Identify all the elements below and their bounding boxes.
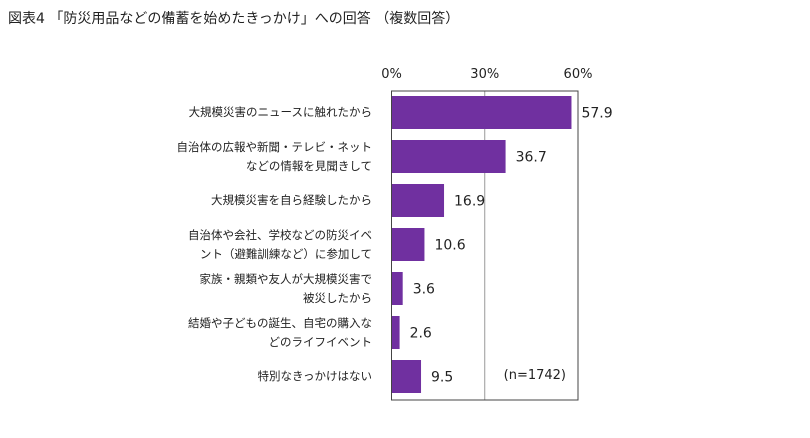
chart-title: 図表4 「防災用品などの備蓄を始めたきっかけ」への回答 （複数回答） <box>8 11 460 27</box>
category-label: 家族・親類や友人が大規模災害で 被災したから <box>199 271 373 305</box>
bar <box>391 316 400 349</box>
data-label: 16.9 <box>454 194 485 210</box>
data-label: 3.6 <box>413 282 435 298</box>
data-label: 10.6 <box>434 238 465 254</box>
bar <box>391 140 506 173</box>
tick-label: 0% <box>381 67 402 82</box>
plot-frame <box>391 90 579 401</box>
category-label: 結婚や子どもの誕生、自宅の購入な どのライフイベント <box>188 315 372 349</box>
bar <box>391 272 403 305</box>
category-label: 自治体や会社、学校などの防災イベ ント（避難訓練など）に参加して <box>188 227 372 261</box>
data-label: 57.9 <box>581 106 612 122</box>
tick-label: 60% <box>564 67 593 82</box>
bar <box>391 96 572 129</box>
data-label: 9.5 <box>431 370 453 386</box>
data-label: 2.6 <box>410 326 432 342</box>
data-label: 36.7 <box>516 150 547 166</box>
bar <box>391 360 422 393</box>
sample-size-annotation: (n=1742) <box>504 368 566 383</box>
bar <box>391 228 425 261</box>
category-label: 特別なきっかけはない <box>257 369 372 383</box>
category-label: 大規模災害のニュースに触れたから <box>188 105 372 119</box>
tick-label: 30% <box>470 67 499 82</box>
bar <box>391 184 445 217</box>
category-label: 自治体の広報や新聞・テレビ・ネット などの情報を見聞きして <box>176 139 373 173</box>
category-label: 大規模災害を自ら経験したから <box>211 193 372 207</box>
